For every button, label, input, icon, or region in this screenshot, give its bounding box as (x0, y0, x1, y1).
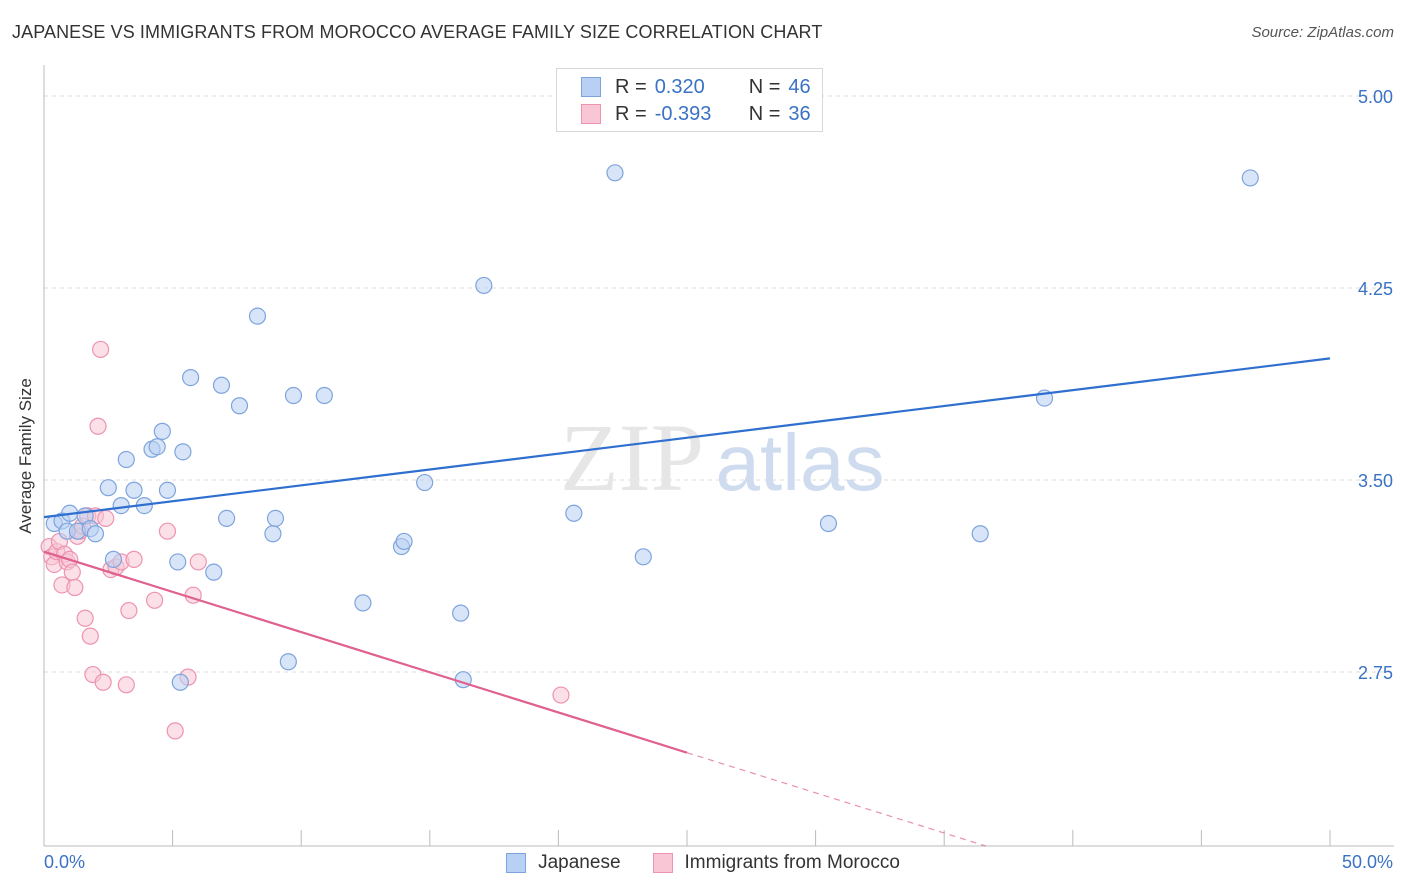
point-japanese (634, 548, 652, 566)
point-japanese (205, 563, 223, 581)
trend-line-japanese (43, 357, 1331, 519)
watermark-zip: ZIP (560, 404, 704, 511)
point-japanese (174, 443, 192, 461)
point-morocco (91, 340, 110, 359)
point-morocco (166, 722, 184, 740)
point-japanese (112, 497, 130, 515)
y-tick-label: 5.00 (1358, 87, 1393, 107)
legend-item-japanese[interactable]: Japanese (506, 852, 621, 874)
point-morocco (63, 563, 81, 581)
point-japanese (279, 653, 297, 671)
chart-title: JAPANESE VS IMMIGRANTS FROM MOROCCO AVER… (12, 22, 823, 42)
point-morocco (120, 601, 138, 620)
point-japanese (1241, 169, 1259, 187)
point-morocco (89, 417, 107, 435)
point-japanese (158, 481, 177, 499)
x-tick-label-min: 0.0% (44, 852, 86, 872)
point-japanese (104, 550, 123, 568)
watermark-atlas: atlas (716, 418, 885, 507)
point-japanese (284, 386, 303, 405)
legend-swatch-morocco (581, 104, 601, 124)
legend-label-japanese: Japanese (538, 852, 621, 873)
legend-n-label: N = (748, 75, 781, 98)
point-morocco (552, 686, 570, 704)
point-japanese (354, 594, 372, 612)
point-morocco (81, 627, 99, 645)
y-tick-label: 4.25 (1358, 279, 1393, 299)
point-japanese (971, 525, 989, 543)
legend-n-value: 36 (788, 102, 811, 125)
point-japanese (266, 509, 285, 528)
point-japanese (169, 553, 187, 571)
point-morocco (76, 609, 94, 627)
legend-n-value: 46 (788, 75, 811, 98)
legend-n-label: N = (748, 102, 781, 125)
point-morocco (189, 553, 207, 571)
x-tick-label-max: 50.0% (1341, 852, 1393, 872)
y-tick-label: 3.50 (1358, 471, 1393, 491)
point-morocco (117, 676, 135, 694)
legend-item-morocco[interactable]: Immigrants from Morocco (652, 852, 900, 874)
legend-r-value: 0.320 (654, 75, 705, 98)
watermark: ZIP atlas (560, 404, 884, 511)
trend-line-morocco (43, 550, 688, 754)
point-japanese (565, 504, 583, 522)
point-japanese (153, 422, 171, 440)
point-japanese (117, 450, 135, 469)
legend-row-japanese: R = 0.320 N = 46 (581, 75, 811, 99)
trend-line-morocco-dashed (686, 752, 986, 847)
legend-label-morocco: Immigrants from Morocco (684, 852, 900, 873)
y-tick-labels: 2.75 3.50 4.25 5.00 (1358, 87, 1393, 683)
point-japanese (395, 532, 413, 551)
trend-lines (43, 357, 1331, 847)
point-japanese (475, 276, 493, 295)
legend-r-label: R = (615, 102, 647, 125)
point-japanese (86, 525, 105, 543)
legend-r-label: R = (615, 75, 647, 98)
point-japanese (212, 376, 231, 394)
point-japanese (230, 397, 249, 415)
point-japanese (148, 438, 166, 456)
point-japanese (182, 369, 200, 387)
series-morocco-points (40, 340, 570, 740)
legend-swatch-japanese (581, 77, 601, 97)
point-japanese (819, 514, 838, 533)
y-axis-label: Average Family Size (16, 378, 35, 534)
legend-r-value: -0.393 (654, 102, 712, 125)
point-japanese (606, 164, 624, 182)
y-tick-label: 2.75 (1358, 663, 1393, 683)
point-morocco (125, 550, 143, 568)
point-morocco (145, 591, 164, 609)
source-credit: Source: ZipAtlas.com (1251, 24, 1394, 41)
legend-row-morocco: R = -0.393 N = 36 (581, 102, 811, 126)
point-japanese (452, 604, 470, 622)
point-japanese (99, 479, 117, 497)
point-japanese (171, 673, 189, 691)
point-japanese (248, 307, 267, 325)
point-japanese (125, 481, 143, 499)
legend-swatch-morocco (652, 853, 673, 873)
point-morocco (158, 522, 177, 540)
point-japanese (218, 509, 236, 528)
point-morocco (94, 673, 112, 691)
stats-legend: R = 0.320 N = 46 R = -0.393 N = 36 (556, 68, 823, 132)
point-morocco (97, 509, 115, 528)
axes (43, 65, 1394, 847)
point-morocco (66, 578, 84, 597)
legend-swatch-japanese (506, 853, 527, 873)
point-japanese (315, 386, 333, 405)
gridlines (44, 95, 1394, 673)
point-japanese (416, 473, 434, 492)
point-japanese (264, 525, 282, 543)
series-legend: Japanese Immigrants from Morocco (0, 852, 1406, 874)
